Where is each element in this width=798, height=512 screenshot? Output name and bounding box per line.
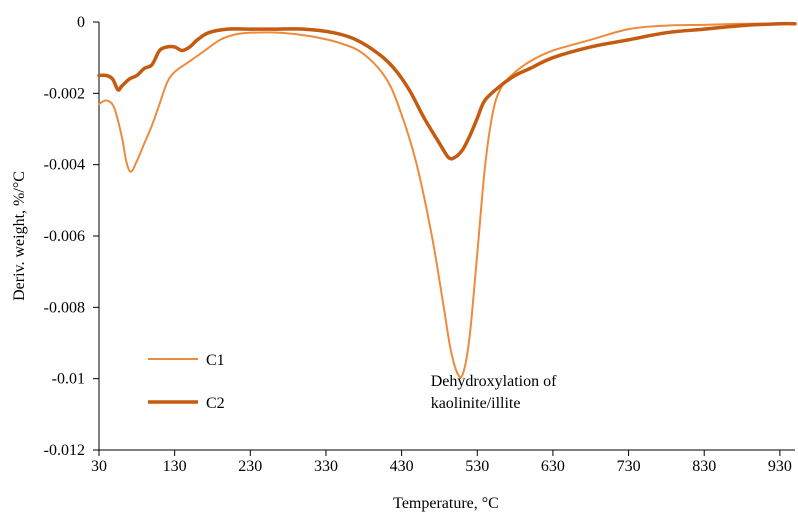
x-tick-label: 330	[314, 458, 338, 475]
y-tick-label: -0.01	[52, 371, 85, 388]
x-tick-label: 230	[238, 458, 262, 475]
legend: C1 C2	[148, 352, 225, 412]
x-tick-label: 530	[465, 458, 489, 475]
x-tick-label: 730	[617, 458, 641, 475]
x-tick-label: 30	[91, 458, 107, 475]
y-tick-label: 0	[77, 14, 85, 31]
series-line-c2	[97, 21, 797, 161]
x-tick-label: 830	[692, 458, 716, 475]
x-tick-label: 930	[768, 458, 792, 475]
x-tick-label: 630	[541, 458, 565, 475]
y-axis-title: Deriv. weight, %/°C	[11, 171, 28, 301]
series-line-c1	[98, 22, 796, 379]
annotation-line: kaolinite/illite	[431, 395, 521, 412]
axes: 30 130 230 330 430 530 630 730 830 930 0 -0.002 -0.0…	[44, 14, 795, 475]
legend-label-c1: C1	[206, 352, 225, 369]
annotation-line: Dehydroxylation of	[431, 373, 557, 390]
x-axis-title: Temperature, °C	[393, 495, 499, 512]
x-tick-label: 130	[163, 458, 187, 475]
y-tick-label: -0.006	[44, 228, 85, 245]
y-tick-label: -0.012	[44, 442, 85, 459]
y-tick-label: -0.004	[44, 157, 85, 174]
legend-label-c2: C2	[206, 395, 225, 412]
series-layer	[97, 21, 797, 379]
annotation-layer: Dehydroxylation of kaolinite/illite	[431, 373, 557, 412]
y-tick-label: -0.008	[44, 299, 85, 316]
y-tick-label: -0.002	[44, 85, 85, 102]
x-tick-label: 430	[390, 458, 414, 475]
